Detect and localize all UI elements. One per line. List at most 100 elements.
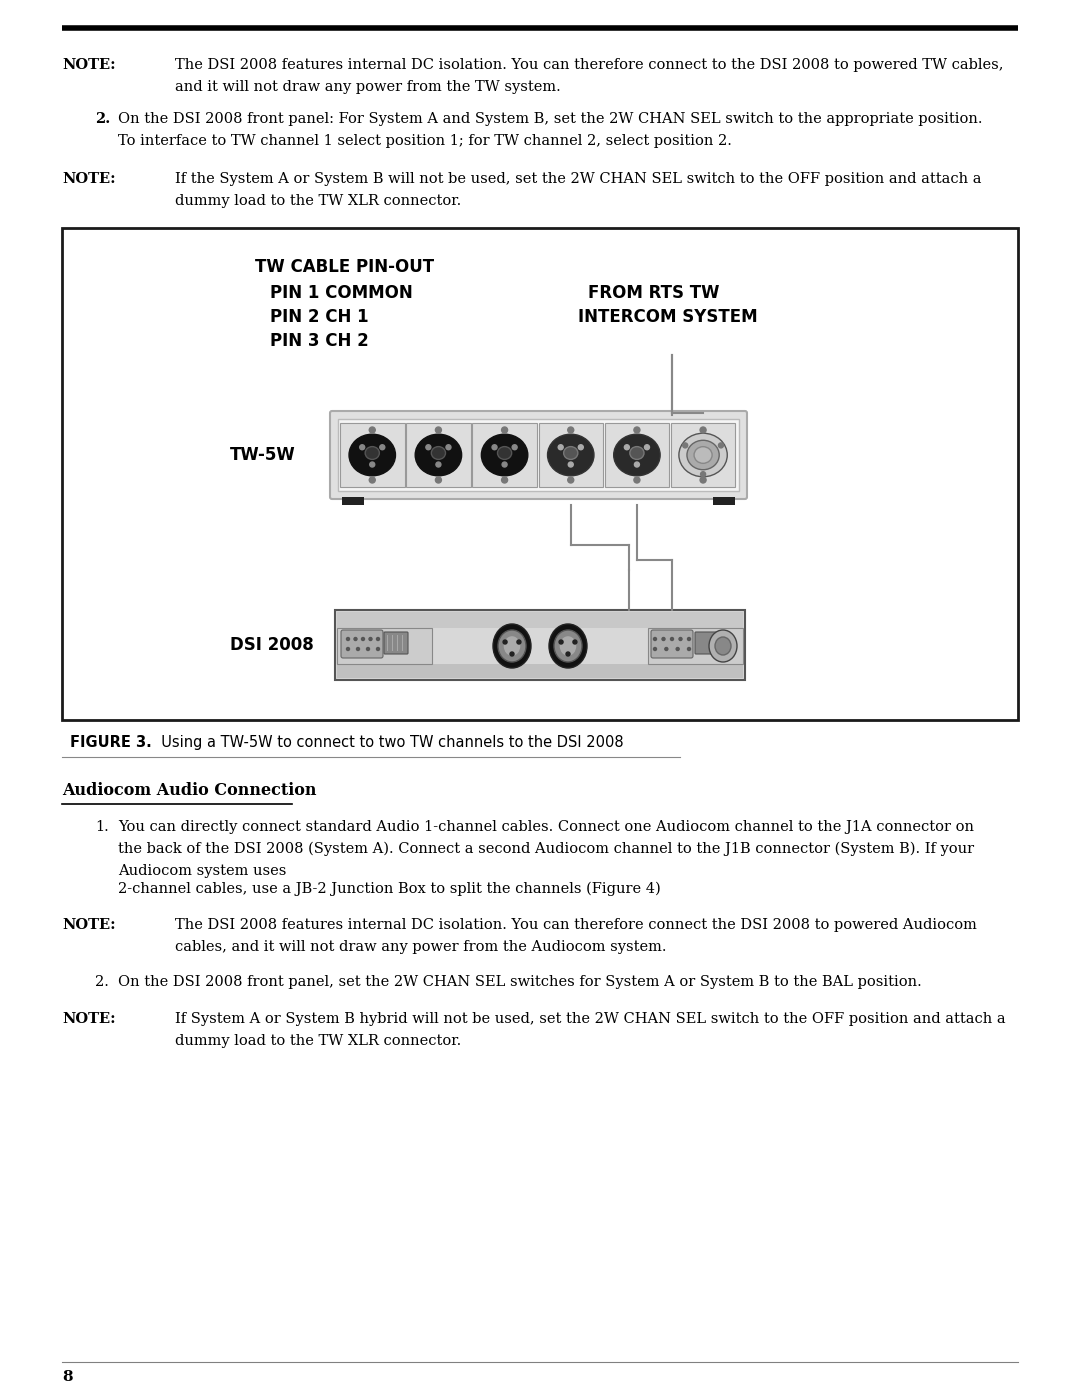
Text: and it will not draw any power from the TW system.: and it will not draw any power from the … (175, 80, 561, 94)
Ellipse shape (549, 624, 588, 668)
Text: DSI 2008: DSI 2008 (230, 636, 314, 654)
Text: If the System A or System B will not be used, set the 2W CHAN SEL switch to the : If the System A or System B will not be … (175, 172, 982, 186)
Bar (342, 497, 364, 504)
Bar (605, 423, 670, 488)
Circle shape (377, 647, 379, 651)
Ellipse shape (365, 447, 379, 460)
Ellipse shape (715, 637, 731, 655)
Circle shape (369, 427, 375, 433)
FancyBboxPatch shape (651, 630, 693, 658)
Circle shape (653, 647, 657, 651)
Text: INTERCOM SYSTEM: INTERCOM SYSTEM (578, 307, 758, 326)
Circle shape (568, 476, 573, 483)
Text: PIN 3 CH 2: PIN 3 CH 2 (270, 332, 368, 351)
Ellipse shape (679, 433, 727, 476)
Text: You can directly connect standard Audio 1-channel cables. Connect one Audiocom c: You can directly connect standard Audio … (118, 820, 974, 834)
Circle shape (366, 647, 369, 651)
Circle shape (700, 427, 706, 433)
Circle shape (369, 637, 372, 640)
Bar (337, 629, 432, 664)
Circle shape (572, 640, 577, 644)
Ellipse shape (708, 630, 737, 662)
Text: Audiocom Audio Connection: Audiocom Audio Connection (62, 782, 316, 799)
Circle shape (578, 444, 583, 450)
Circle shape (653, 637, 657, 640)
Text: cables, and it will not draw any power from the Audiocom system.: cables, and it will not draw any power f… (175, 940, 666, 954)
Circle shape (558, 444, 563, 450)
Text: dummy load to the TW XLR connector.: dummy load to the TW XLR connector. (175, 1034, 461, 1048)
Text: NOTE:: NOTE: (62, 172, 116, 186)
FancyBboxPatch shape (696, 631, 719, 654)
FancyBboxPatch shape (330, 411, 747, 499)
Bar (62, 228, 1018, 719)
Circle shape (634, 476, 640, 483)
Text: Using a TW-5W to connect to two TW channels to the DSI 2008: Using a TW-5W to connect to two TW chann… (152, 735, 623, 750)
Circle shape (645, 444, 649, 450)
Ellipse shape (415, 434, 461, 476)
Circle shape (662, 637, 665, 640)
FancyBboxPatch shape (341, 630, 383, 658)
Ellipse shape (548, 434, 594, 476)
Bar (671, 423, 735, 488)
Bar (713, 497, 735, 504)
Text: The DSI 2008 features internal DC isolation. You can therefore connect the DSI 2: The DSI 2008 features internal DC isolat… (175, 918, 977, 932)
Text: Audiocom system uses: Audiocom system uses (118, 863, 286, 877)
Circle shape (492, 444, 497, 450)
Circle shape (347, 637, 350, 640)
Ellipse shape (564, 447, 578, 460)
Text: 2W CHAN SEL: 2W CHAN SEL (355, 666, 389, 671)
Circle shape (503, 640, 508, 644)
Ellipse shape (687, 440, 719, 469)
Ellipse shape (503, 636, 521, 657)
Circle shape (446, 444, 451, 450)
Circle shape (360, 444, 365, 450)
Circle shape (683, 443, 688, 448)
Text: dummy load to the TW XLR connector.: dummy load to the TW XLR connector. (175, 194, 461, 208)
Text: FIGURE 3.: FIGURE 3. (70, 735, 152, 750)
Circle shape (435, 427, 442, 433)
Circle shape (501, 427, 508, 433)
Ellipse shape (498, 447, 512, 460)
Text: System A Interfc to TW Chnl A/B: System A Interfc to TW Chnl A/B (500, 613, 579, 617)
Ellipse shape (554, 630, 582, 662)
Circle shape (676, 647, 679, 651)
Circle shape (377, 637, 379, 640)
Circle shape (700, 476, 706, 483)
Circle shape (369, 462, 375, 467)
Ellipse shape (559, 636, 577, 657)
Bar (337, 612, 743, 629)
Circle shape (665, 647, 667, 651)
Circle shape (347, 647, 350, 651)
Circle shape (688, 637, 690, 640)
Text: 2W CHAN SEL: 2W CHAN SEL (654, 666, 689, 671)
Circle shape (380, 444, 384, 450)
Text: 8: 8 (62, 1370, 72, 1384)
Ellipse shape (482, 434, 528, 476)
Circle shape (559, 640, 563, 644)
Circle shape (688, 647, 690, 651)
Ellipse shape (492, 624, 531, 668)
Circle shape (568, 462, 573, 467)
Text: TW CABLE PIN-OUT: TW CABLE PIN-OUT (255, 258, 434, 277)
Text: PIN 1 COMMON: PIN 1 COMMON (270, 284, 413, 302)
Bar (337, 664, 743, 678)
Text: NOTE:: NOTE: (62, 918, 116, 932)
Ellipse shape (349, 434, 395, 476)
Circle shape (701, 472, 705, 476)
Circle shape (679, 637, 681, 640)
Circle shape (436, 462, 441, 467)
Text: A/B: A/B (343, 613, 352, 617)
Circle shape (671, 637, 674, 640)
Circle shape (634, 462, 639, 467)
Ellipse shape (630, 447, 644, 460)
Ellipse shape (431, 447, 446, 460)
Text: 2 WIRE AUD CH 1: 2 WIRE AUD CH 1 (510, 666, 553, 671)
Circle shape (356, 647, 360, 651)
Circle shape (568, 427, 573, 433)
Text: 2-channel cables, use a JB-2 Junction Box to split the channels (Figure 4): 2-channel cables, use a JB-2 Junction Bo… (118, 882, 661, 897)
Ellipse shape (498, 630, 526, 662)
Bar (472, 423, 537, 488)
Circle shape (512, 444, 517, 450)
Circle shape (502, 462, 508, 467)
Text: FROM RTS TW: FROM RTS TW (588, 284, 719, 302)
